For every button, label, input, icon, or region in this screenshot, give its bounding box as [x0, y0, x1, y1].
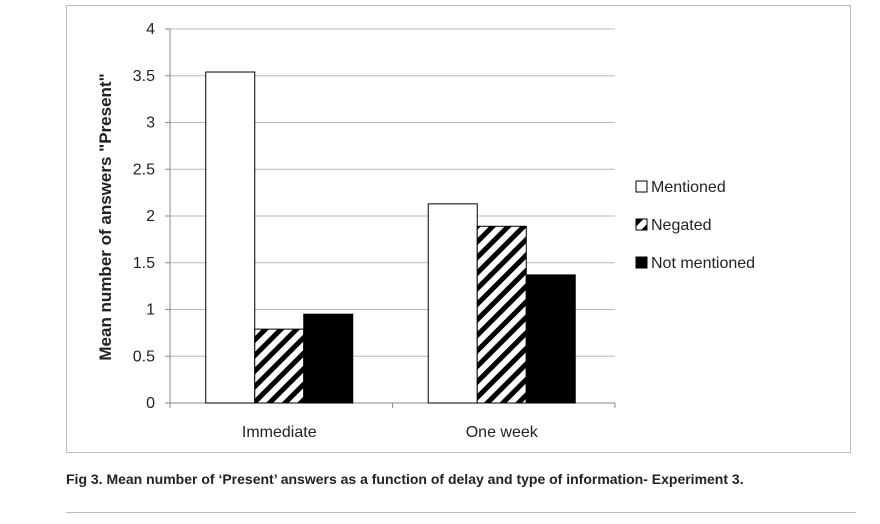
- figure-caption: Fig 3. Mean number of ‘Present’ answers …: [66, 471, 744, 487]
- tick-labels: 0 0.5 1 1.5 2 2.5 3 3.5 4 Immediate One week: [133, 21, 539, 441]
- y-tick-label: 1.5: [133, 255, 155, 272]
- legend-swatch-not-mentioned: [635, 256, 648, 269]
- y-tick-label: 3.5: [133, 68, 155, 85]
- bar-negated-immediate: [254, 328, 305, 404]
- y-tick-label: 2: [146, 208, 155, 225]
- bar-chart: 0 0.5 1 1.5 2 2.5 3 3.5 4 Immediate One week Menti…: [96, 21, 755, 441]
- y-tick-label: 0.5: [133, 348, 155, 365]
- legend: Mentioned Negated Not mentioned: [635, 179, 755, 272]
- bar-not-mentioned-immediate: [303, 313, 354, 404]
- x-tick-label: One week: [466, 424, 539, 441]
- bars: [205, 71, 576, 404]
- y-tick-label: 1: [146, 302, 155, 319]
- y-axis-title: Mean number of answers "Present": [96, 73, 115, 360]
- y-tick-label: 0: [146, 395, 155, 412]
- bar-mentioned-one-week: [427, 203, 478, 404]
- y-tick-label: 3: [146, 115, 155, 132]
- y-tick-label: 4: [146, 21, 155, 38]
- bar-not-mentioned-one-week: [525, 274, 576, 404]
- caption-divider: [66, 512, 856, 513]
- x-tick-label: Immediate: [242, 424, 317, 441]
- legend-swatch-mentioned: [635, 180, 648, 193]
- bar-mentioned-immediate: [205, 71, 256, 404]
- y-tick-label: 2.5: [133, 161, 155, 178]
- legend-swatch-negated: [635, 218, 648, 231]
- legend-label: Not mentioned: [651, 255, 755, 272]
- bar-negated-one-week: [476, 225, 527, 404]
- legend-label: Negated: [651, 217, 712, 234]
- legend-label: Mentioned: [651, 179, 726, 196]
